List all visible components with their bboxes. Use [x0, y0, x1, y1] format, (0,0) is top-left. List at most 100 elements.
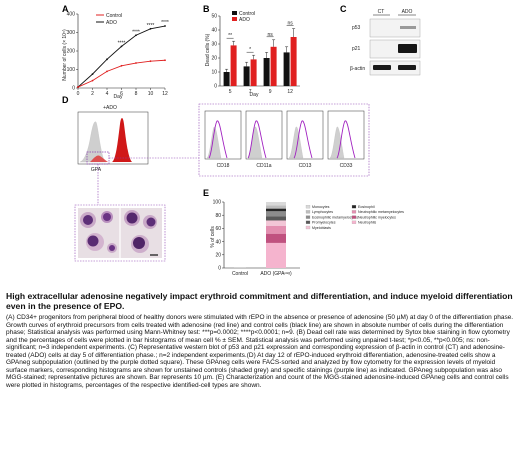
y-tick-label: 10	[211, 70, 217, 76]
panel-e: E 0 20 40 60 80 100 Control ADO (GPAⁿᵉᵍ) % of c…	[203, 188, 404, 277]
significance-marker: *	[249, 47, 251, 53]
y-tick-label: 300	[67, 30, 76, 36]
panel-b-label: B	[203, 4, 210, 14]
x-label-ado: ADO (GPAⁿᵉᵍ)	[260, 271, 292, 277]
marker-label-cd33: CD33	[340, 163, 353, 169]
band-actin-ado	[398, 65, 416, 70]
legend-label: Monocytes	[312, 205, 330, 209]
legend-swatch-ado	[232, 17, 237, 21]
mgg-nucleus	[103, 213, 111, 221]
legend-label: Eosinophilic metamyelocytes	[312, 215, 358, 219]
mgg-nucleus	[109, 245, 115, 251]
legend-label-ado: ADO	[106, 20, 117, 26]
bar-ado	[290, 37, 297, 86]
legend-label: Eosinophil	[358, 205, 375, 209]
panel-b-legend: Control ADO	[232, 11, 255, 23]
data-point-control	[149, 27, 152, 30]
mgg-nucleus	[133, 237, 145, 249]
data-point-ado	[135, 62, 137, 64]
significance-marker: ****	[147, 23, 155, 29]
x-tick-label: 7	[249, 89, 252, 95]
x-tick-label: 12	[287, 89, 293, 95]
y-tick-label: 20	[215, 253, 221, 259]
stained-histogram	[208, 120, 228, 159]
panel-c-label: C	[340, 4, 347, 14]
x-tick-label: 9	[269, 89, 272, 95]
data-point-control	[164, 25, 166, 27]
legend-label: Myeloblasts	[312, 226, 331, 230]
x-tick-label: 8	[135, 91, 138, 97]
stained-histogram	[293, 120, 313, 159]
band-actin-ct	[373, 65, 391, 70]
panel-d-label: D	[62, 95, 69, 105]
panel-d: D +ADO GPA CD18 CD11a CD13 CD33	[62, 95, 370, 262]
y-tick-label: 40	[211, 28, 217, 34]
data-point-control	[135, 34, 137, 37]
unstained-histogram	[329, 126, 345, 159]
y-tick-label: 200	[67, 49, 76, 55]
data-point-ado	[149, 60, 152, 63]
panel-c: C CT ADO p53 p21 β-actin	[340, 4, 421, 76]
x-tick-label: 5	[229, 89, 232, 95]
figure-caption: High extracellular adenosine negatively …	[6, 291, 516, 389]
blot-actin	[369, 60, 421, 76]
mgg-nucleus	[87, 235, 99, 247]
data-point-control	[91, 73, 94, 76]
stack-segment	[266, 225, 286, 234]
legend-swatch	[351, 215, 357, 219]
bar-control	[223, 72, 230, 86]
y-tick-label: 80	[215, 213, 221, 219]
panel-b: B 0 10 20 30 40 50 5 ** 7 * 9 ns 12 ns Control ADO Da…	[203, 4, 300, 98]
panel-a-xlabel: Day	[114, 94, 123, 100]
stack-segment	[266, 220, 286, 226]
data-point-control	[120, 45, 123, 48]
y-tick-label: 60	[215, 226, 221, 232]
mgg-cells	[80, 210, 157, 253]
x-tick-label: 12	[162, 91, 168, 97]
stack-segment	[266, 211, 286, 217]
stained-histogram	[247, 120, 267, 159]
bar-ado	[230, 45, 237, 86]
stack-segment	[266, 233, 286, 243]
bar-control	[243, 66, 250, 86]
main-histogram-small-peak	[90, 155, 108, 162]
panel-e-ylabel: % of cells	[210, 226, 216, 248]
main-histogram-peak	[112, 118, 132, 162]
marker-label-cd18: CD18	[217, 163, 230, 169]
bar-control	[283, 52, 290, 86]
legend-swatch	[351, 220, 357, 224]
marker-label-cd13: CD13	[299, 163, 312, 169]
y-tick-label: 20	[211, 56, 217, 62]
legend-label: Promyelocytes	[312, 221, 336, 225]
legend-label-ado: ADO	[239, 17, 250, 23]
significance-marker: ****	[132, 29, 140, 35]
main-histogram-title: +ADO	[103, 105, 117, 111]
legend-label: Neutrophilic metamyelocytes	[358, 210, 404, 214]
bar-control	[263, 58, 270, 86]
legend-label: Neutrophilic myelocytes	[358, 215, 396, 219]
mgg-nucleus	[126, 212, 138, 224]
y-tick-label: 400	[67, 12, 76, 18]
x-tick-label: 2	[91, 91, 94, 97]
y-tick-label: 100	[67, 67, 76, 73]
series-line-control	[77, 25, 166, 88]
y-tick-label: 0	[214, 84, 217, 90]
y-tick-label: 100	[213, 200, 222, 206]
y-tick-label: 0	[72, 86, 75, 92]
panel-e-label: E	[203, 188, 209, 198]
legend-label-control: Control	[239, 11, 255, 17]
mgg-nucleus	[146, 217, 156, 227]
band-p53-ado	[400, 26, 416, 29]
data-point-ado	[91, 79, 94, 82]
panel-b-ylabel: Dead cells (%)	[205, 33, 211, 66]
y-tick-label: 30	[211, 42, 217, 48]
x-tick-label: 4	[106, 91, 109, 97]
row-label-actin: β-actin	[350, 66, 365, 72]
panel-a: A 0 2 4 6 8 10 12 0 100 200 300 400 **** **** **** ****…	[62, 4, 169, 100]
panel-b-axes: 0 10 20 30 40 50 5 ** 7 * 9 ns 12 ns	[211, 14, 300, 95]
data-point-ado	[106, 70, 108, 73]
bar-control	[234, 267, 246, 268]
x-label-control: Control	[232, 271, 248, 277]
unstained-histogram	[206, 126, 222, 159]
y-tick-label: 0	[218, 266, 221, 272]
